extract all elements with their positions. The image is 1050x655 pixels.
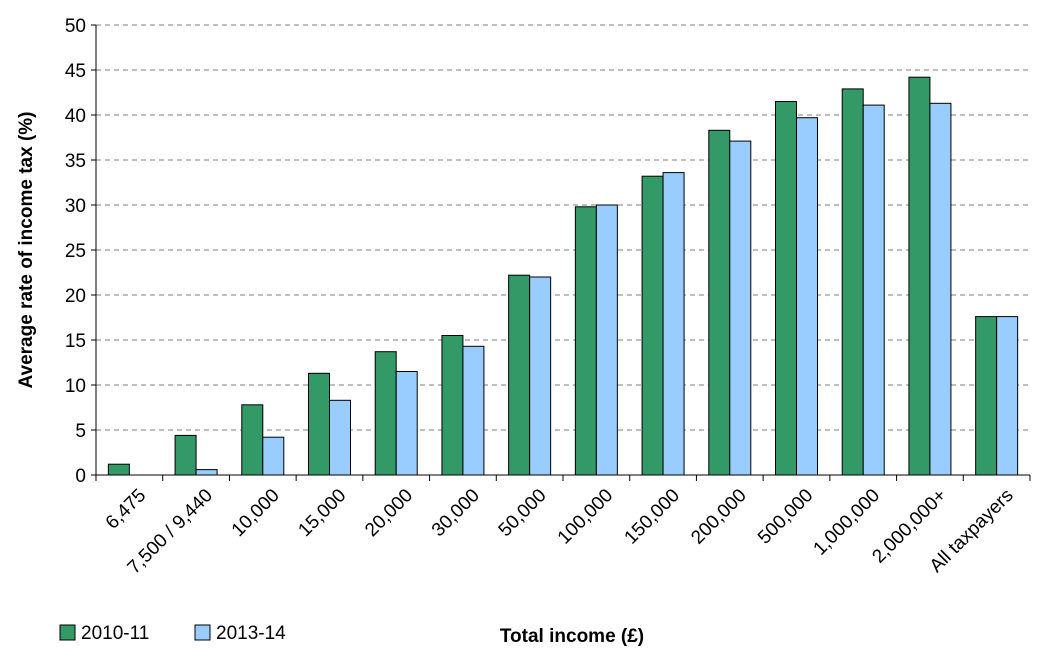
bar-2013-14-30,000 bbox=[462, 345, 485, 476]
y-tick-label: 35 bbox=[65, 151, 86, 172]
axes bbox=[91, 24, 1031, 481]
bar-2013-14-100,000 bbox=[595, 204, 618, 476]
y-tick-label: 15 bbox=[65, 331, 86, 352]
y-tick-label: 30 bbox=[65, 196, 86, 217]
bar-2010-11-1,000,000 bbox=[841, 88, 864, 476]
legend-label-2010-11: 2010-11 bbox=[81, 623, 149, 644]
x-tick-label: 15,000 bbox=[294, 485, 350, 541]
y-tick-label: 5 bbox=[75, 421, 86, 442]
x-tick-label: 20,000 bbox=[361, 485, 417, 541]
bar-2013-14-2,000,000+ bbox=[929, 102, 952, 476]
bar-2010-11-200,000 bbox=[708, 129, 731, 476]
bar-2013-14-500,000 bbox=[796, 117, 818, 476]
bar-2010-11-50,000 bbox=[508, 274, 531, 476]
bar-2013-14-7,500 / 9,440 bbox=[195, 469, 218, 476]
x-tick-label: 100,000 bbox=[554, 485, 617, 548]
legend-label-2013-14: 2013-14 bbox=[216, 623, 286, 644]
y-tick-label: 40 bbox=[65, 106, 86, 127]
y-tick-label: 0 bbox=[75, 466, 86, 487]
bar-2010-11-500,000 bbox=[775, 101, 797, 476]
x-tick-label: 150,000 bbox=[621, 485, 684, 548]
bar-2010-11-15,000 bbox=[308, 372, 330, 476]
y-tick-label: 20 bbox=[65, 286, 86, 307]
x-tick-label: 10,000 bbox=[228, 485, 284, 541]
y-tick-label: 50 bbox=[65, 16, 86, 37]
bar-2013-14-200,000 bbox=[729, 140, 752, 476]
bar-2013-14-10,000 bbox=[262, 436, 285, 476]
bar-2010-11-7,500 / 9,440 bbox=[174, 434, 197, 476]
bar-2013-14-50,000 bbox=[529, 276, 552, 476]
bars bbox=[107, 76, 1019, 476]
bar-2013-14-20,000 bbox=[395, 371, 418, 476]
bar-2013-14-15,000 bbox=[329, 399, 351, 476]
legend: 2010-11 2013-14 bbox=[59, 623, 286, 644]
legend-swatch-2010-11 bbox=[59, 624, 76, 641]
bar-2010-11-100,000 bbox=[574, 206, 597, 476]
bar-2010-11-30,000 bbox=[441, 335, 464, 476]
x-tick-label: 6,475 bbox=[102, 485, 150, 533]
bar-2010-11-6,475 bbox=[107, 463, 130, 476]
y-tick-label: 25 bbox=[65, 241, 86, 262]
x-tick-label: 50,000 bbox=[495, 485, 551, 541]
bar-2013-14-150,000 bbox=[662, 172, 685, 476]
bar-2010-11-10,000 bbox=[241, 404, 264, 476]
y-tick-label: 10 bbox=[65, 376, 86, 397]
bar-2010-11-All taxpayers bbox=[975, 316, 998, 476]
bar-2013-14-All taxpayers bbox=[996, 316, 1019, 476]
x-tick-label: 500,000 bbox=[754, 485, 817, 548]
y-axis-title: Average rate of income tax (%) bbox=[16, 112, 37, 389]
bar-2013-14-1,000,000 bbox=[862, 104, 885, 476]
x-tick-label: 200,000 bbox=[687, 485, 750, 548]
bar-2010-11-20,000 bbox=[374, 351, 397, 476]
x-axis-title: Total income (£) bbox=[500, 626, 644, 647]
y-tick-label: 45 bbox=[65, 61, 86, 82]
bar-2010-11-2,000,000+ bbox=[908, 76, 931, 476]
x-tick-label: 30,000 bbox=[428, 485, 484, 541]
bar-2010-11-150,000 bbox=[641, 175, 664, 476]
gridlines bbox=[96, 24, 1030, 431]
legend-swatch-2013-14 bbox=[194, 624, 211, 641]
